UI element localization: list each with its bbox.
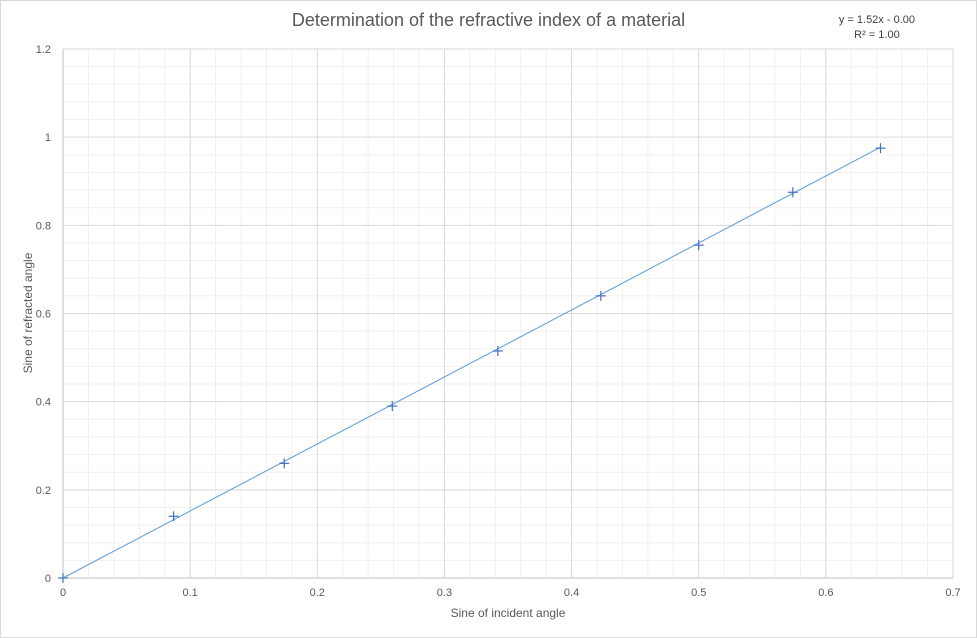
axis-lines <box>62 49 953 579</box>
y-tick-label: 0.2 <box>36 485 51 497</box>
trendline-group <box>62 146 881 579</box>
x-tick-label: 0.5 <box>691 587 706 599</box>
trendline-r-squared: R² = 1.00 <box>854 29 900 41</box>
data-point-marker <box>693 240 704 251</box>
data-point-marker <box>595 290 606 301</box>
trendline <box>62 146 881 579</box>
data-point-marker <box>279 458 290 469</box>
x-tick-label: 0 <box>60 587 66 599</box>
y-tick-label: 0.6 <box>36 309 51 321</box>
x-tick-label: 0.3 <box>437 587 452 599</box>
x-axis-title: Sine of incident angle <box>450 606 566 620</box>
data-point-marker <box>492 345 503 356</box>
x-tick-label: 0.4 <box>564 587 579 599</box>
x-tick-labels: 0 0.1 0.2 0.3 0.4 0.5 0.6 0.7 <box>60 587 961 599</box>
data-point-marker <box>58 573 68 583</box>
trendline-equation: y = 1.52x - 0.00 R² = 1.00 <box>839 13 915 43</box>
chart-title: Determination of the refractive index of… <box>291 10 686 30</box>
y-tick-label: 0.4 <box>36 397 51 409</box>
y-tick-labels: 0 0.2 0.4 0.6 0.8 1 1.2 <box>36 44 51 585</box>
x-tick-label: 0.2 <box>310 587 325 599</box>
y-tick-label: 1.2 <box>36 44 51 56</box>
x-tick-label: 0.7 <box>945 587 960 599</box>
x-tick-label: 0.1 <box>182 587 197 599</box>
data-point-marker <box>168 511 179 522</box>
x-tick-label: 0.6 <box>818 587 833 599</box>
y-tick-label: 0 <box>45 573 51 585</box>
y-tick-label: 1 <box>45 132 51 144</box>
data-point-marker <box>875 143 886 154</box>
data-point-marker <box>387 401 398 412</box>
data-point-marker <box>787 187 798 198</box>
data-points <box>58 143 886 583</box>
y-axis-title: Sine of refracted angle <box>21 252 35 374</box>
y-tick-label: 0.8 <box>36 220 51 232</box>
major-gridlines <box>63 48 954 578</box>
trendline-equation-text: y = 1.52x - 0.00 <box>838 14 915 26</box>
